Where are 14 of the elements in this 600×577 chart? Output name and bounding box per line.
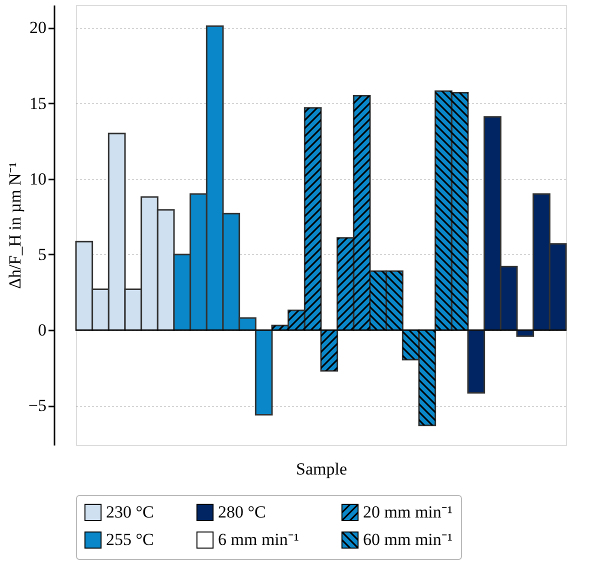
legend-label: 60 mm min⁻¹ [363,530,452,549]
y-tick-label: 15 [30,94,46,113]
legend-label: 6 mm min⁻¹ [218,530,299,549]
y-tick-label: 5 [38,244,46,264]
y-tick-label: 0 [38,320,46,340]
y-axis-title: Δh/F_H in µm N⁻¹ [5,162,24,289]
y-tick-label: 10 [30,169,46,188]
legend-label: 280 °C [218,502,266,522]
y-tick-label: 20 [30,18,46,38]
y-tick-label: −5 [28,396,46,416]
legend-label: 20 mm min⁻¹ [363,502,452,522]
legend-label: 255 °C [106,530,154,549]
legend-label: 230 °C [106,502,154,522]
x-axis-title: Sample [296,460,347,478]
